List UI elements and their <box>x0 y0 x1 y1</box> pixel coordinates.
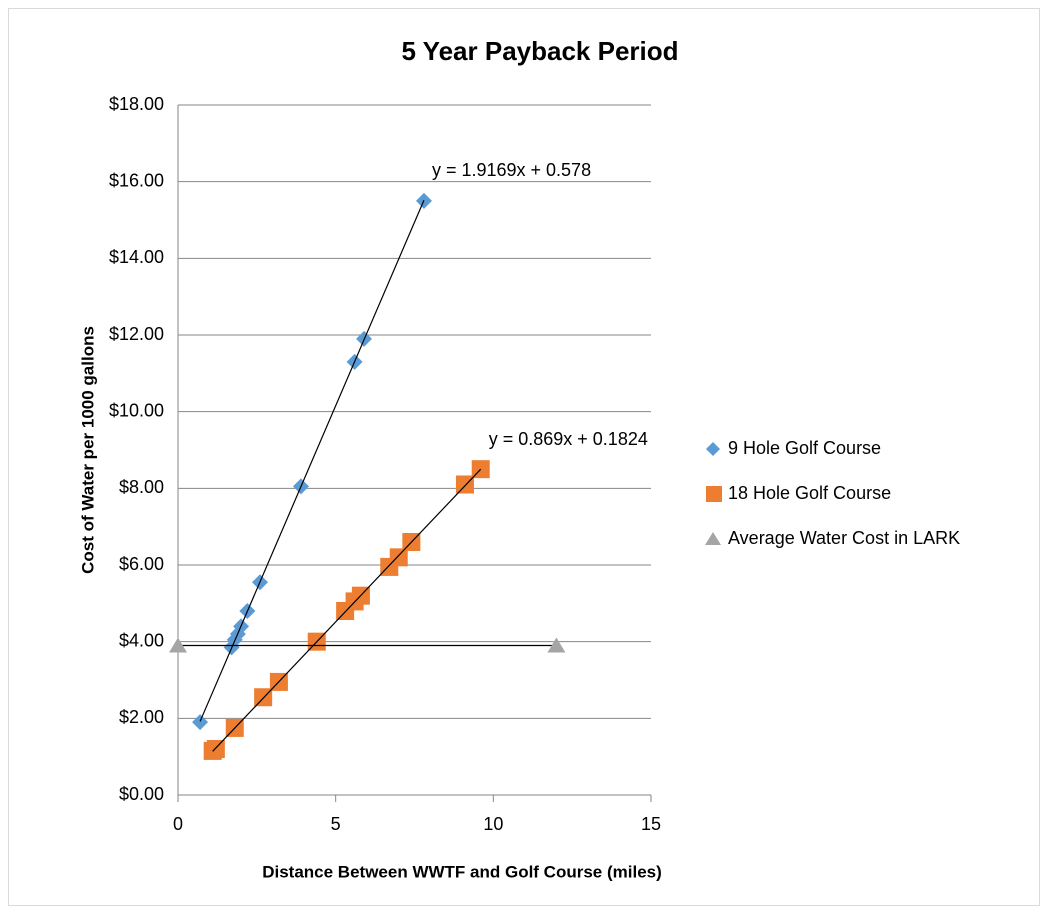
point <box>389 548 408 567</box>
y-tick-label: $4.00 <box>119 630 164 650</box>
x-tick-label: 0 <box>173 814 183 834</box>
point <box>206 740 225 758</box>
trendline <box>212 468 482 752</box>
x-tick-label: 5 <box>331 814 341 834</box>
y-tick-label: $8.00 <box>119 477 164 497</box>
y-tick-label: $0.00 <box>119 784 164 804</box>
trendline <box>199 199 425 722</box>
chart-frame <box>8 8 1040 906</box>
y-axis-label: Cost of Water per 1000 gallons <box>78 326 97 574</box>
point <box>547 637 566 653</box>
y-tick-label: $6.00 <box>119 554 164 574</box>
y-tick-label: $10.00 <box>109 400 164 420</box>
trendline-label: y = 0.869x + 0.1824 <box>489 429 648 449</box>
y-tick-label: $14.00 <box>109 247 164 267</box>
point <box>169 637 187 653</box>
x-tick-label: 10 <box>483 814 503 834</box>
chart-title: 5 Year Payback Period <box>401 36 678 66</box>
x-axis-label: Distance Between WWTF and Golf Course (m… <box>262 862 662 881</box>
x-tick-label: 15 <box>641 814 661 834</box>
y-tick-label: $18.00 <box>109 94 164 114</box>
legend-label: 18 Hole Golf Course <box>728 483 891 503</box>
y-tick-label: $12.00 <box>109 324 164 344</box>
legend-swatch <box>705 532 721 545</box>
trendline-label: y = 1.9169x + 0.578 <box>432 160 591 180</box>
point <box>192 714 209 731</box>
legend-swatch <box>706 486 722 502</box>
y-tick-label: $16.00 <box>109 170 164 190</box>
legend-swatch <box>706 442 720 456</box>
y-tick-label: $2.00 <box>119 707 164 727</box>
legend-label: 9 Hole Golf Course <box>728 438 881 458</box>
legend-label: Average Water Cost in LARK <box>728 528 960 548</box>
point <box>455 475 474 494</box>
